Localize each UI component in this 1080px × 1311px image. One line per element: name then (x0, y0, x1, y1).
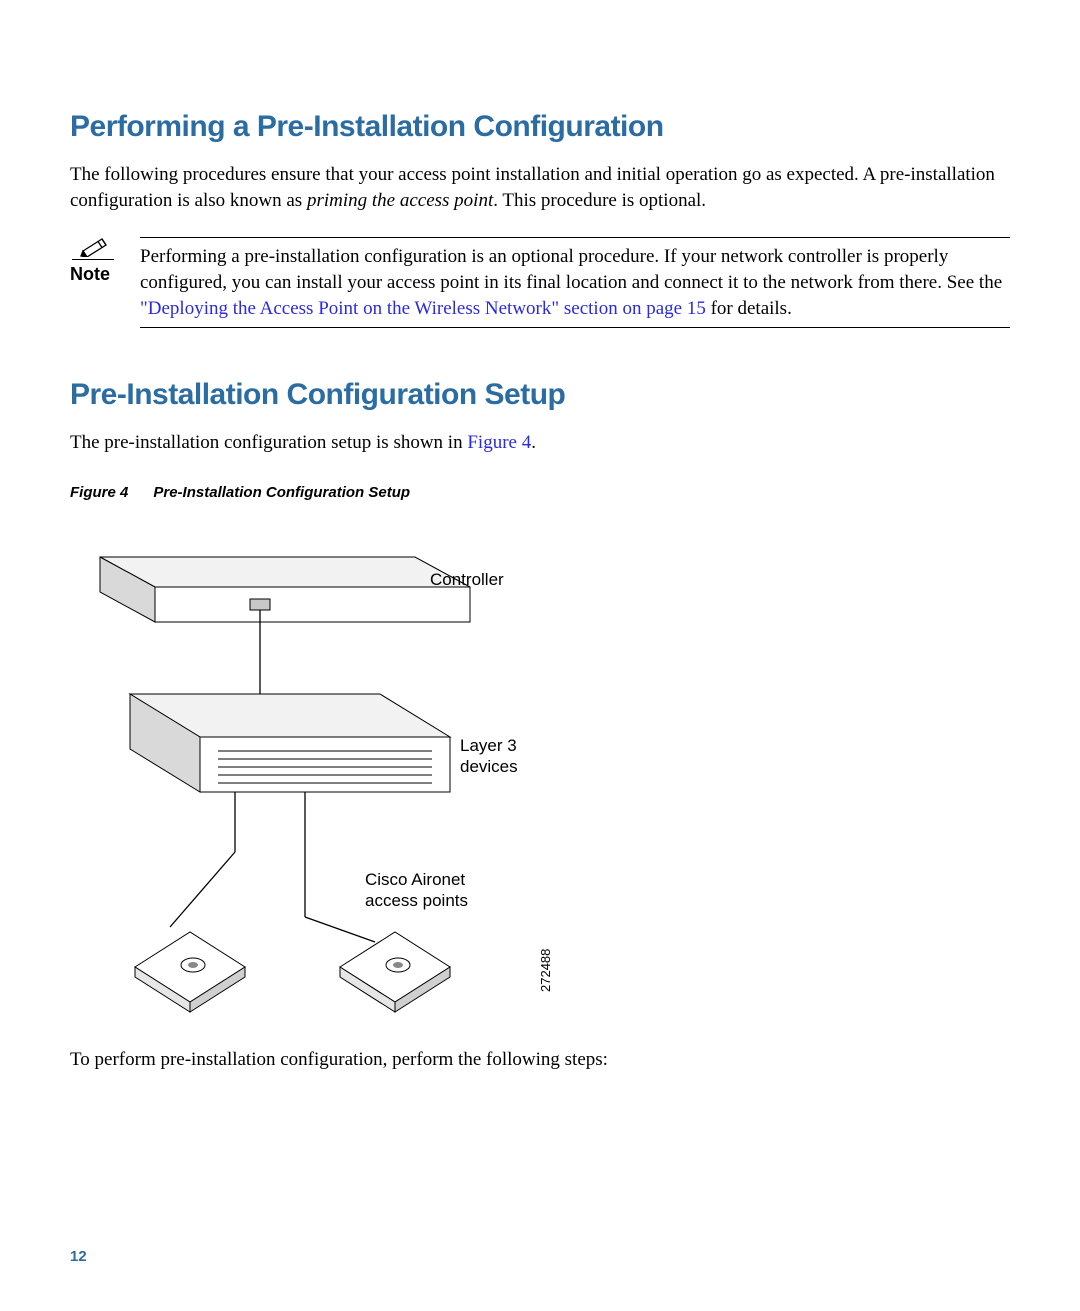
layer3-box (130, 694, 450, 792)
heading-performing: Performing a Pre-Installation Configurat… (70, 110, 1010, 144)
para2-post: . (531, 432, 536, 453)
figure-diagram: Controller Layer 3 devices Cisco Aironet… (70, 517, 550, 1017)
ap-right (340, 932, 450, 1012)
para2-pre: The pre-installation configuration setup… (70, 432, 467, 453)
setup-intro: The pre-installation configuration setup… (70, 430, 1010, 456)
note-top-rule (140, 237, 1010, 238)
note-post: for details. (706, 298, 792, 319)
para1-post: . This procedure is optional. (493, 190, 706, 211)
pencil-icon (80, 237, 112, 257)
label-ap: Cisco Aironet access points (365, 869, 468, 912)
note-bottom-rule (140, 327, 1010, 328)
figure-id-number: 272488 (538, 948, 553, 991)
figure-caption-title: Pre-Installation Configuration Setup (153, 484, 410, 501)
controller-box (100, 557, 470, 622)
label-layer3: Layer 3 devices (460, 735, 518, 778)
label-controller: Controller (430, 569, 504, 590)
ap-left (135, 932, 245, 1012)
intro-paragraph: The following procedures ensure that you… (70, 162, 1010, 213)
heading-setup: Pre-Installation Configuration Setup (70, 378, 1010, 412)
figure-caption: Figure 4 Pre-Installation Configuration … (70, 484, 1010, 501)
para1-em: priming the access point (307, 190, 493, 211)
page-number: 12 (70, 1248, 87, 1265)
note-link[interactable]: "Deploying the Access Point on the Wirel… (140, 298, 706, 319)
post-figure-text: To perform pre-installation configuratio… (70, 1047, 1010, 1073)
figure-ref-link[interactable]: Figure 4 (467, 432, 531, 453)
note-text: Performing a pre-installation configurat… (140, 244, 1010, 321)
note-block: Note Performing a pre-installation confi… (70, 237, 1010, 334)
figure-caption-prefix: Figure 4 (70, 484, 128, 501)
note-label: Note (70, 264, 110, 285)
note-pre: Performing a pre-installation configurat… (140, 246, 1002, 293)
